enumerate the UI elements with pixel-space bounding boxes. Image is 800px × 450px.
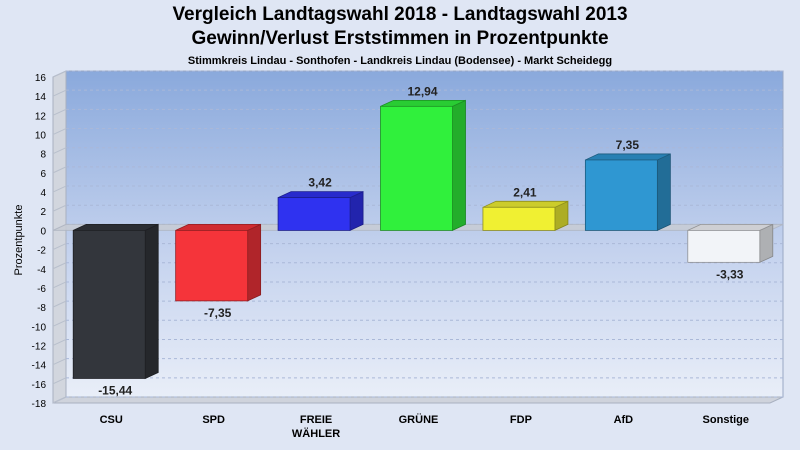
- data-label: -7,35: [204, 306, 232, 320]
- x-tick-label: FDP: [510, 414, 532, 426]
- floor: [52, 396, 784, 404]
- bar-side: [656, 153, 671, 232]
- y-tick-label: 10: [35, 131, 47, 142]
- y-tick-label: -2: [37, 246, 46, 257]
- bar-front: [584, 159, 658, 231]
- x-tick-label: AfD: [614, 414, 634, 426]
- bar-side: [452, 99, 466, 232]
- bar-front: [277, 197, 351, 231]
- data-label: -3,33: [716, 267, 744, 281]
- y-tick-label: -8: [37, 303, 46, 314]
- y-tick-label: 12: [35, 111, 47, 122]
- y-tick-label: 0: [40, 226, 46, 237]
- data-label: -15,44: [98, 383, 132, 397]
- bar-front: [687, 230, 761, 263]
- bar: [72, 223, 159, 380]
- y-tick-label: 4: [40, 188, 46, 199]
- gridline-wall: [52, 358, 67, 366]
- bar-top: [380, 99, 466, 107]
- bar-side: [144, 223, 159, 380]
- gridline-wall: [52, 281, 67, 289]
- bar-side: [247, 223, 262, 302]
- y-tick-label: -14: [32, 361, 47, 372]
- gridline-wall: [52, 396, 67, 404]
- chart-title: Vergleich Landtagswahl 2018 - Landtagswa…: [172, 4, 628, 25]
- bar-front: [380, 105, 453, 231]
- x-tick-label: FREIE: [300, 414, 332, 426]
- x-tick-label: GRÜNE: [399, 413, 439, 426]
- data-label: 12,94: [407, 84, 437, 98]
- bar: [175, 223, 262, 302]
- data-label: 3,42: [308, 176, 332, 190]
- bar: [584, 153, 671, 232]
- y-tick-label: -10: [32, 322, 47, 333]
- gridline-wall: [52, 166, 67, 174]
- x-tick-label: SPD: [202, 414, 225, 426]
- gridline-wall: [52, 147, 67, 155]
- gridline-wall: [52, 108, 67, 116]
- chart-subtitle-region: Stimmkreis Lindau - Sonthofen - Landkrei…: [187, 55, 613, 67]
- y-tick-label: 8: [40, 150, 46, 161]
- bar-top: [277, 191, 364, 199]
- chart-subtitle: Gewinn/Verlust Erststimmen in Prozentpun…: [191, 28, 609, 49]
- bar-top: [585, 153, 671, 161]
- gridline-wall: [52, 319, 67, 327]
- bar-front: [72, 230, 146, 379]
- bar: [380, 99, 466, 232]
- bar-side: [349, 190, 364, 232]
- gridline-wall: [52, 204, 67, 212]
- y-tick-label: -12: [32, 341, 47, 352]
- data-label: 2,41: [513, 185, 537, 199]
- bar-side: [759, 223, 774, 263]
- left-wall: [52, 70, 67, 404]
- bar: [482, 200, 569, 232]
- x-tick-label: WÄHLER: [292, 427, 340, 440]
- gridline-wall: [52, 339, 67, 346]
- gridline-wall: [52, 300, 67, 308]
- bar-top: [687, 224, 773, 231]
- gridline-wall: [52, 185, 67, 193]
- bar-top: [482, 200, 569, 208]
- gridline-wall: [52, 128, 67, 135]
- bar: [277, 190, 364, 232]
- bar-top: [73, 224, 159, 231]
- y-tick-label: 6: [40, 169, 46, 180]
- y-tick-label: -18: [32, 399, 47, 410]
- y-tick-label: 2: [40, 207, 46, 218]
- bar-top: [175, 224, 261, 231]
- y-tick-label: -16: [32, 380, 47, 391]
- bar-front: [175, 230, 249, 302]
- gridline-wall: [52, 377, 67, 385]
- y-tick-label: 14: [35, 92, 47, 103]
- y-tick-label: -6: [37, 284, 46, 295]
- y-tick-label: -4: [37, 265, 46, 276]
- gridline-wall: [52, 70, 67, 78]
- y-axis-label: Prozentpunkte: [13, 205, 25, 276]
- y-tick-label: 16: [35, 73, 47, 84]
- gridline-wall: [52, 89, 67, 97]
- bar: [687, 223, 774, 263]
- gridline-wall: [52, 262, 67, 270]
- x-tick-label: Sonstige: [703, 414, 749, 426]
- bar-front: [482, 206, 556, 231]
- gridline-wall: [52, 243, 67, 251]
- x-tick-label: CSU: [100, 414, 123, 426]
- data-label: 7,35: [616, 138, 640, 152]
